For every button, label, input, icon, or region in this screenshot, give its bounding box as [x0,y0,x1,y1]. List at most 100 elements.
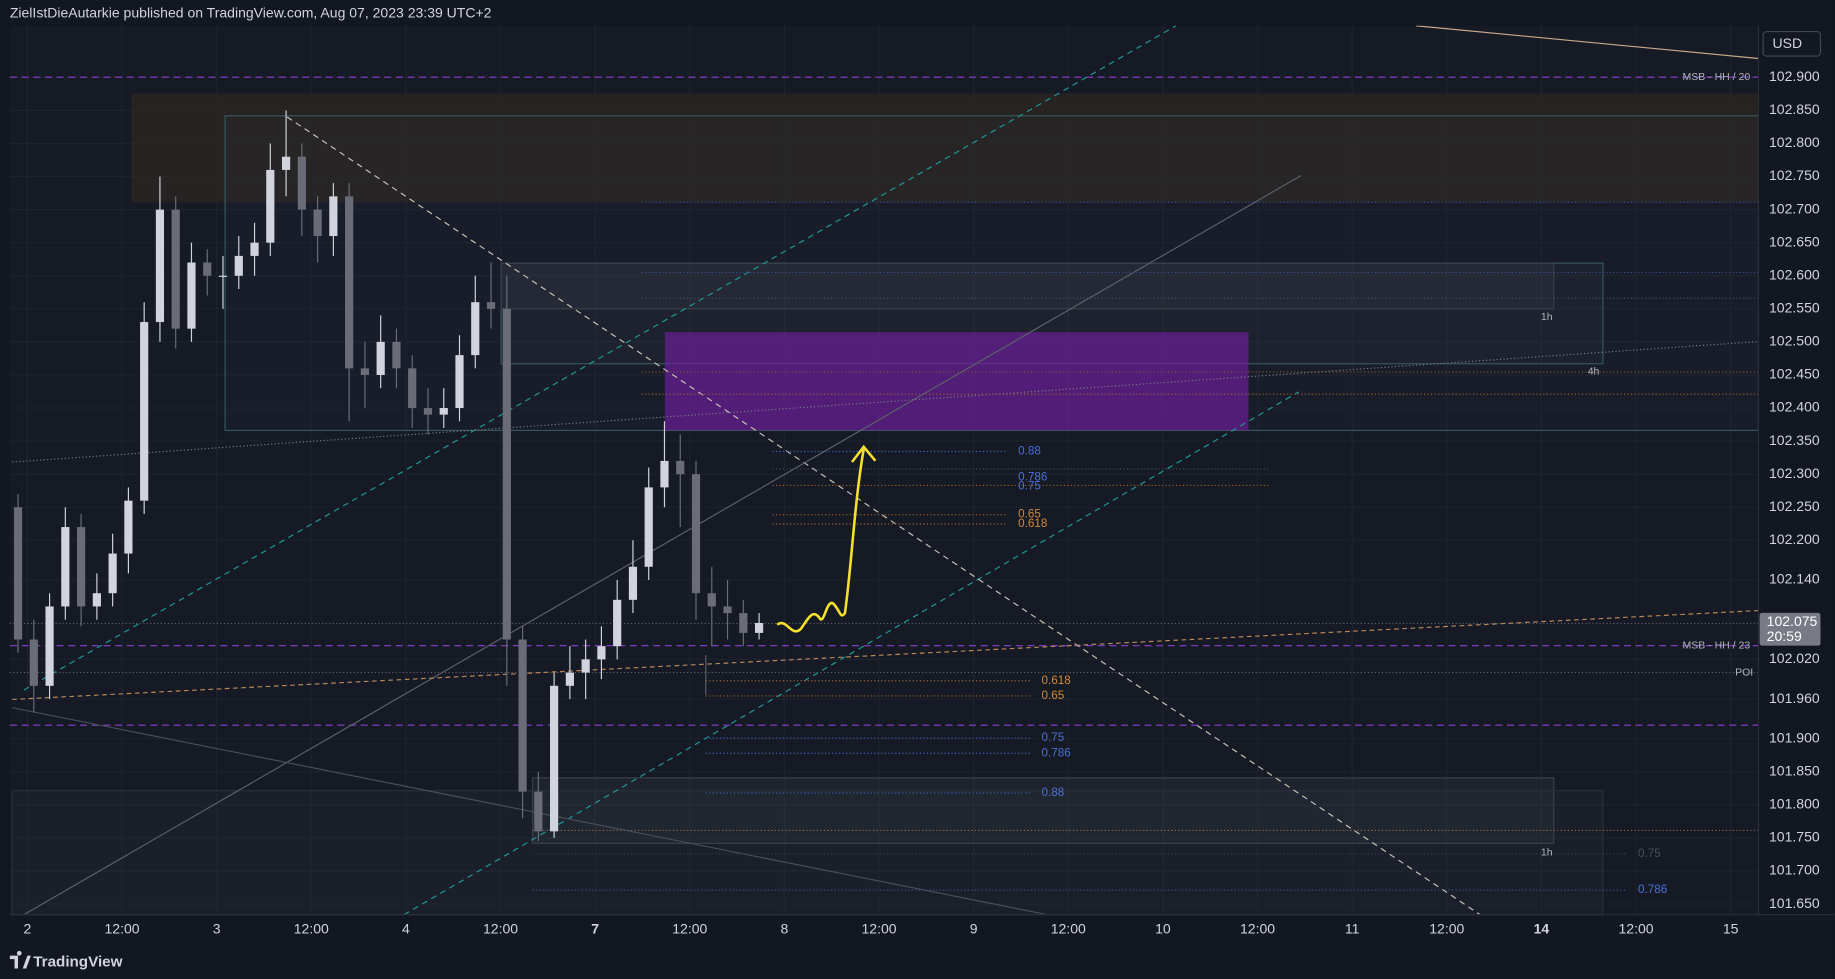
msb-label: MSB - HH / 20 [1682,71,1750,83]
fib-label: 0.618 [1041,674,1070,687]
y-tick-label: 102.700 [1769,200,1820,216]
candle-body [707,593,716,607]
candle-body [329,196,338,237]
y-tick-label: 101.750 [1769,829,1820,845]
y-tick-label: 102.800 [1769,134,1820,150]
x-tick-label: 4 [402,921,410,937]
last-price: 102.075 [1767,613,1818,629]
candle-body [754,622,764,633]
fib-label: 0.88 [1018,445,1041,458]
candle-body [739,613,748,633]
x-tick-label: 9 [970,921,978,937]
fib-lines [532,201,1759,891]
candle-body [345,196,354,369]
candle-body [218,275,228,277]
y-tick-label: 102.450 [1769,366,1820,382]
msb-label: MSB - HH / 23 [1682,639,1750,651]
fib-label: 0.65 [1041,689,1064,702]
y-tick-label: 102.020 [1769,650,1820,666]
candle-body [628,566,638,600]
candle-body [313,209,322,237]
fib-label: 0.75 [1018,480,1041,493]
candle-body [187,262,196,329]
candle-body [613,599,622,647]
y-tick-label: 102.750 [1769,167,1820,183]
y-tick-label: 102.600 [1769,266,1820,282]
candle-body [644,487,653,567]
footer-bar [0,942,1835,979]
x-tick-label: 12:00 [1240,921,1275,937]
last-price-box [1759,612,1821,646]
x-tick-label: 12:00 [483,921,518,937]
candle-body [155,209,165,323]
y-tick-label: 102.350 [1769,432,1820,448]
header-bar [0,0,1835,26]
candle-body [297,156,306,210]
supply-zone [131,93,1759,203]
y-axis: 102.900 102.850 102.800 102.750 102.700 102.6… [1769,68,1820,911]
candle-body [471,302,480,356]
y-tick-label: 102.200 [1769,531,1820,547]
y-tick-label: 102.300 [1769,465,1820,481]
candle-body [660,460,669,488]
y-tick-label: 102.140 [1769,571,1820,587]
projection-path [776,448,865,633]
x-tick-label: 12:00 [104,921,139,937]
candle-body [455,355,464,409]
poi-zone [664,332,1249,431]
trend-line [12,340,1759,463]
x-tick-label: 7 [591,921,599,937]
candle-body [61,527,70,607]
x-tick-label: 15 [1723,921,1739,937]
x-tick-label: 12:00 [294,921,329,937]
fib-label: 0.786 [1041,746,1070,759]
x-tick-label: 14 [1534,921,1550,937]
y-tick-label: 102.900 [1769,68,1820,84]
y-tick-label: 102.500 [1769,333,1820,349]
x-tick-label: 12:00 [861,921,896,937]
candle-body [203,262,212,276]
candle-body [171,209,180,329]
fib-label: 0.786 [1638,883,1667,896]
y-tick-label: 101.800 [1769,796,1820,812]
timeframe-label: 4h [1588,366,1600,378]
trend-line [1415,25,1759,60]
x-tick-label: 8 [780,921,788,937]
projection-arrow [850,444,877,463]
y-tick-label: 101.700 [1769,862,1820,878]
y-tick-label: 102.650 [1769,233,1820,249]
header-title: ZielIstDieAutarkie published on TradingV… [10,5,492,21]
countdown: 20:59 [1767,628,1802,644]
candle-body [250,242,259,256]
x-axis: 2 12:00 3 12:00 4 12:00 7 12:00 8 12:00 9 12:00 10 12… [23,921,1738,937]
x-tick-label: 12:00 [1429,921,1464,937]
x-tick-label: 3 [213,921,221,937]
y-tick-label: 101.960 [1769,690,1820,706]
x-tick-label: 12:00 [1051,921,1086,937]
x-tick-label: 10 [1155,921,1171,937]
candle-body [234,255,243,276]
candle-body [439,408,448,415]
candles [13,110,764,842]
candle-body [550,685,559,832]
candle-body [92,593,101,607]
poi-label: POI [1735,666,1753,678]
candle-body [29,639,38,686]
y-tick-label: 102.550 [1769,300,1820,316]
box-1h-low [532,777,1555,844]
candle-body [392,341,401,369]
trend-line [12,707,1048,916]
candle-body [124,500,133,554]
x-tick-label: 11 [1345,921,1360,937]
fib-label: 0.618 [1018,517,1047,530]
candle-body [376,341,385,375]
trend-line [286,116,1481,916]
candle-body [13,507,23,640]
currency-button[interactable] [1762,30,1822,57]
fib-label: 0.88 [1041,786,1064,799]
candle-body [565,672,574,686]
fib-label: 0.65 [1018,508,1041,521]
y-tick-label: 102.850 [1769,101,1820,117]
fib-label: 0.786 [1018,470,1047,483]
